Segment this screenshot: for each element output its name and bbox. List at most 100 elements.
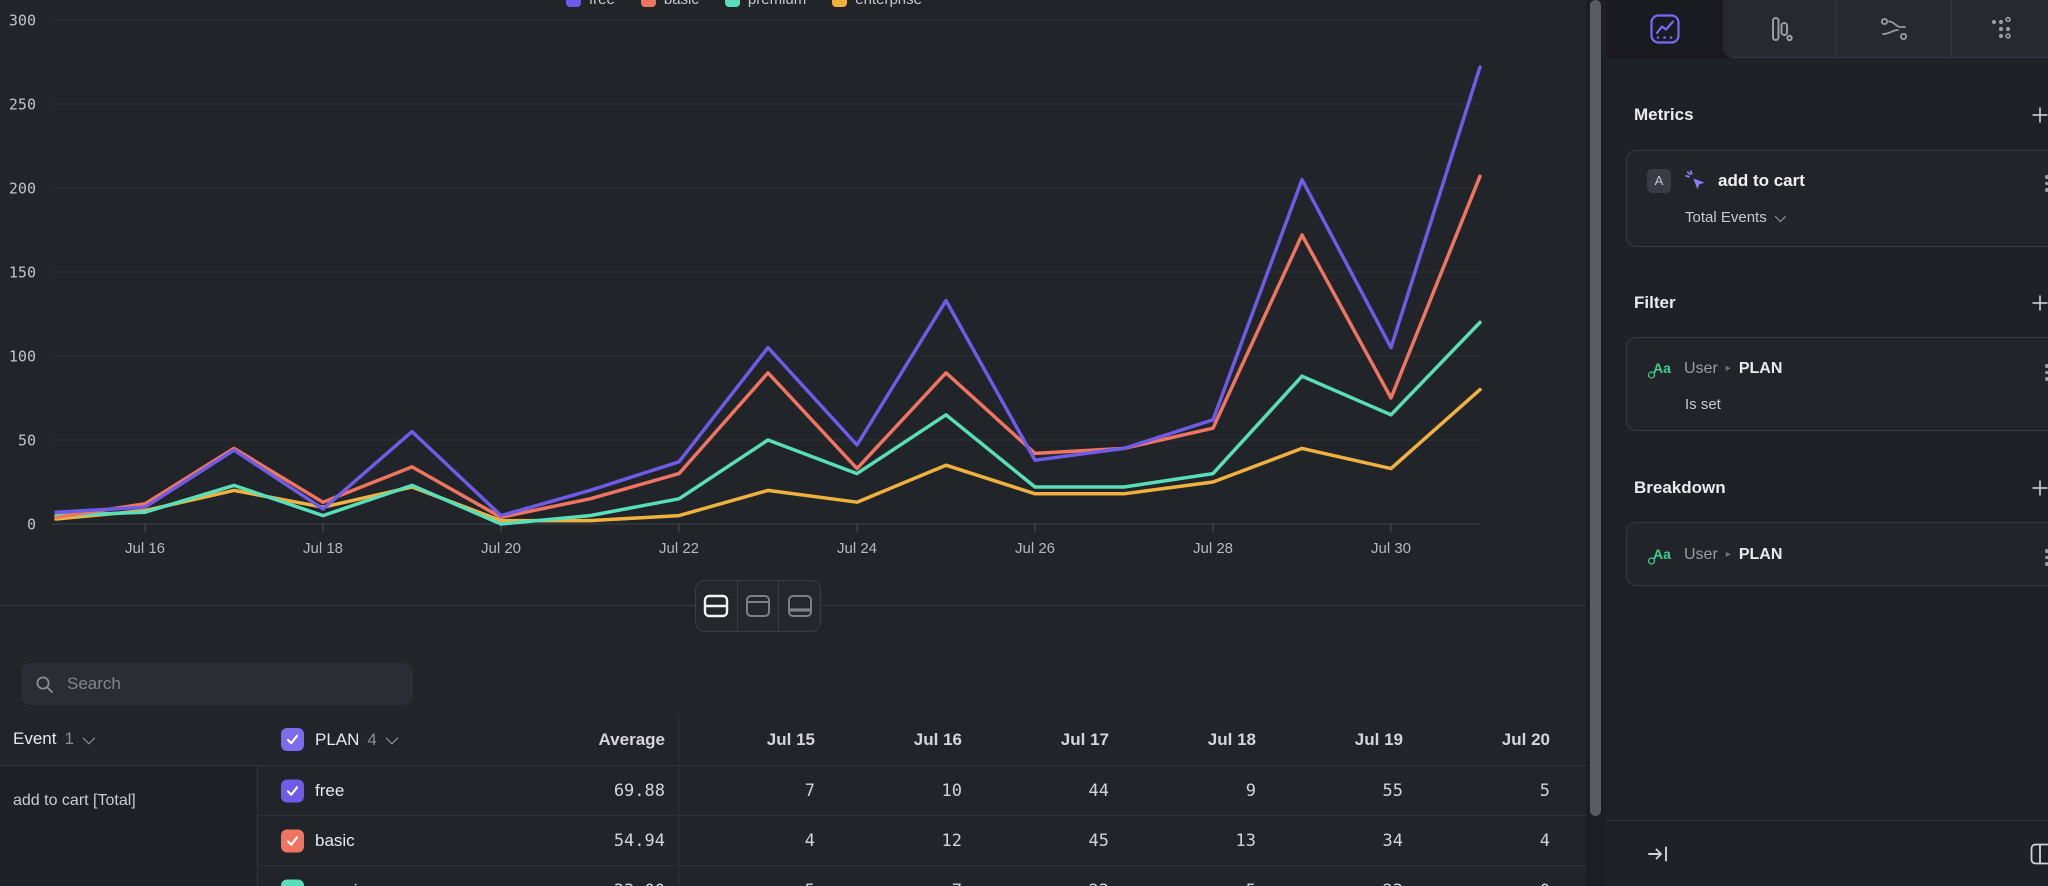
metric-card-menu-button[interactable]: [2045, 175, 2048, 192]
row-cell-value: 45: [1088, 831, 1109, 851]
plan-select-all-checkbox[interactable]: [281, 728, 304, 751]
add-filter-button[interactable]: [2030, 293, 2048, 313]
chart-legend: free basic premium enterprise: [566, 0, 922, 8]
tab-more-apps[interactable]: [1951, 0, 2048, 58]
line-chart-icon: [1649, 14, 1680, 44]
tab-insights-line-chart[interactable]: [1606, 0, 1723, 58]
legend-swatch: [566, 0, 581, 7]
plus-icon: [2032, 295, 2048, 311]
row-cell-value: 10: [941, 781, 962, 801]
row-cell-value: 5: [1539, 781, 1550, 801]
svg-text:Jul 20: Jul 20: [481, 540, 521, 557]
row-checkbox[interactable]: [281, 829, 304, 853]
filter-card[interactable]: Aa User ▸ PLAN Is set: [1626, 337, 2048, 431]
vertical-scrollbar-thumb[interactable]: [1590, 0, 1601, 816]
row-cell-value: 23: [979, 881, 1109, 886]
event-column-dropdown[interactable]: Event 1: [13, 729, 96, 749]
svg-text:150: 150: [9, 264, 36, 282]
svg-text:Jul 28: Jul 28: [1193, 540, 1233, 557]
layout-split-button[interactable]: [696, 581, 737, 631]
series-line-basic: [54, 174, 1482, 520]
row-checkbox[interactable]: [281, 779, 304, 803]
line-chart: Jul 16 Jul 18 Jul 20 Jul 22 Jul 24 Jul 26 Jul …: [9, 12, 1482, 557]
aggregation-dropdown[interactable]: Total Events: [1685, 209, 1786, 226]
svg-text:250: 250: [9, 96, 36, 114]
svg-text:300: 300: [9, 12, 36, 30]
svg-text:Jul 24: Jul 24: [837, 540, 877, 557]
date-column-headers: Jul 15 Jul 16 Jul 17 Jul 18 Jul 19 Jul 20: [257, 715, 1586, 765]
svg-text:Jul 18: Jul 18: [303, 540, 343, 557]
row-cell-value: 9: [1245, 781, 1256, 801]
event-cursor-spark-icon: [1685, 170, 1705, 190]
add-breakdown-button[interactable]: [2030, 478, 2048, 498]
legend-item-basic[interactable]: basic: [640, 0, 699, 8]
svg-text:Jul 26: Jul 26: [1015, 540, 1055, 557]
layout-chart-focus-button[interactable]: [736, 581, 779, 631]
split-columns-icon: [2030, 843, 2048, 865]
row-average-value: 69.88: [613, 781, 665, 801]
event-column-count: 1: [64, 729, 74, 748]
filter-card-menu-button[interactable]: [2045, 364, 2048, 381]
row-cell-value: 55: [1382, 781, 1403, 801]
row-cell-value: 4: [1539, 831, 1550, 851]
legend-item-premium[interactable]: premium: [724, 0, 806, 8]
svg-text:100: 100: [9, 348, 36, 366]
metric-event-name: add to cart: [1718, 170, 1805, 190]
visualization-tabbar: [1606, 0, 2048, 58]
open-panel-button[interactable]: [2030, 843, 2048, 870]
row-cell-value: 7: [832, 881, 962, 886]
chevron-down-icon: [82, 731, 96, 744]
svg-text:Aa: Aa: [1653, 360, 1671, 376]
tab-flows[interactable]: [1836, 0, 1951, 58]
row-cell-value: 34: [1382, 831, 1403, 851]
breakdown-card-menu-button[interactable]: [2045, 549, 2048, 566]
chevron-down-icon: [1774, 210, 1786, 222]
svg-text:200: 200: [9, 180, 36, 198]
row-segment-label: basic: [315, 831, 355, 850]
row-average-value: 33.00: [515, 881, 665, 886]
string-property-icon: Aa: [1647, 546, 1671, 565]
tab-bar-chart[interactable]: [1723, 0, 1836, 58]
legend-item-free[interactable]: free: [566, 0, 615, 8]
table-search: [21, 663, 413, 705]
aggregation-value: Total Events: [1685, 209, 1767, 226]
breakdown-scope: User: [1684, 545, 1718, 563]
layout-table-focus-button[interactable]: [778, 581, 820, 631]
table-row-basic: basic 54.94 4 12 45 13 34 4: [257, 816, 1586, 866]
average-column-header[interactable]: Average: [598, 730, 665, 749]
legend-label: premium: [748, 0, 806, 8]
table-header-row: Event 1 PLAN 4 Average Jul 15 Jul 16 Jul 1…: [0, 715, 1586, 765]
column-divider: [257, 765, 258, 886]
series-line-enterprise: [54, 387, 1482, 523]
svg-text:Jul 16: Jul 16: [125, 540, 165, 557]
search-input[interactable]: [65, 673, 413, 695]
collapse-sidebar-button[interactable]: [1646, 844, 1670, 869]
add-metric-button[interactable]: [2030, 105, 2048, 125]
query-builder-sidebar: Metrics A add to cart: [1606, 0, 2048, 886]
row-segment-label: premium: [315, 881, 381, 886]
date-column-header[interactable]: Jul 17: [1060, 730, 1109, 749]
string-property-icon: Aa: [1647, 360, 1671, 379]
date-column-header[interactable]: Jul 15: [766, 730, 815, 749]
group-column-header: PLAN 4: [281, 728, 399, 751]
row-cell-value: 5: [685, 881, 815, 886]
legend-swatch: [832, 0, 848, 7]
filter-condition[interactable]: Is set: [1685, 396, 1721, 413]
legend-label: basic: [664, 0, 699, 8]
row-cell-value: 7: [804, 781, 815, 801]
filter-section-title: Filter: [1634, 293, 1676, 312]
group-column-count: 4: [367, 729, 377, 749]
date-column-header[interactable]: Jul 16: [913, 730, 962, 749]
date-column-header[interactable]: Jul 20: [1501, 730, 1550, 749]
date-column-header[interactable]: Jul 18: [1207, 730, 1256, 749]
legend-item-enterprise[interactable]: enterprise: [832, 0, 922, 8]
date-column-header[interactable]: Jul 19: [1354, 730, 1403, 749]
breakdown-card[interactable]: Aa User ▸ PLAN: [1626, 522, 2048, 586]
metric-card[interactable]: A add to cart Total Events: [1626, 150, 2048, 247]
svg-text:Aa: Aa: [1653, 546, 1671, 562]
row-segment-label: free: [315, 781, 345, 800]
row-checkbox[interactable]: [281, 879, 304, 886]
bar-chart-icon: [1771, 17, 1793, 42]
